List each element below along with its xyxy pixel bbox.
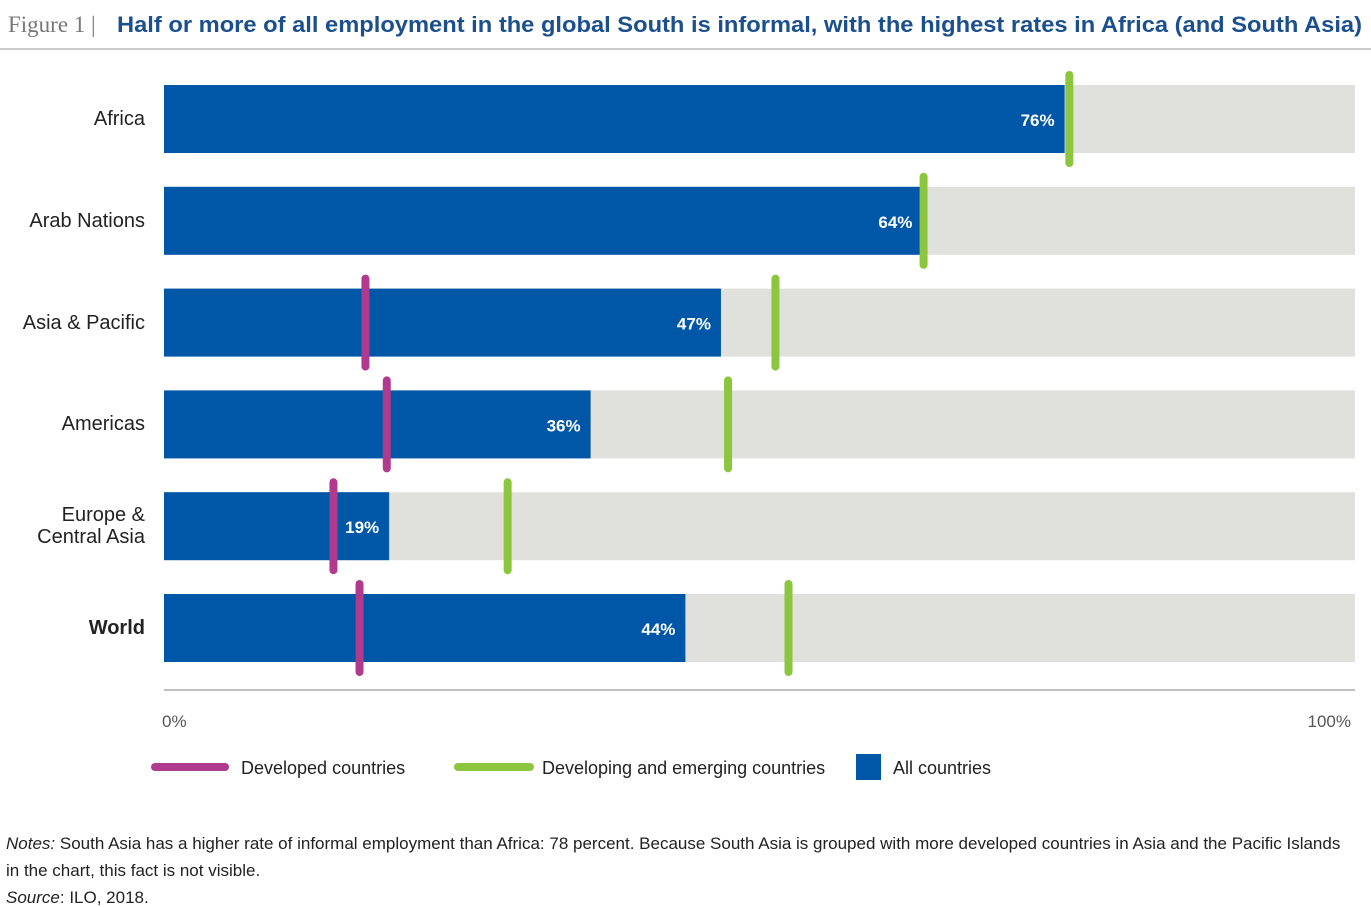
category-label: Europe & Central Asia [37, 504, 145, 549]
value-label: 36% [547, 416, 581, 435]
category-label: Africa [93, 108, 145, 130]
bar [164, 85, 1065, 153]
bar [164, 288, 721, 357]
source-line: Source: ILO, 2018. [6, 884, 1356, 907]
value-label: 44% [641, 620, 675, 639]
category-label: World [88, 617, 145, 639]
chart-title: Half or more of all employment in the gl… [117, 12, 1362, 37]
legend-label: Developing and emerging countries [542, 758, 825, 778]
category-label: Asia & Pacific [22, 311, 145, 334]
notes-line: Notes: South Asia has a higher rate of i… [6, 830, 1356, 884]
value-label: 47% [677, 315, 711, 334]
value-label: 19% [345, 518, 379, 537]
bar [164, 594, 686, 662]
bar [164, 492, 390, 561]
bar [164, 186, 923, 255]
figure-label: Figure 1 | [8, 12, 96, 37]
x-tick-label: 100% [1308, 712, 1351, 731]
legend-label: Developed countries [241, 758, 405, 778]
x-tick-label: 0% [162, 712, 187, 731]
value-label: 64% [878, 213, 912, 232]
category-label: Americas [61, 413, 145, 436]
notes-label: Notes: [6, 834, 56, 853]
notes: Notes: South Asia has a higher rate of i… [6, 830, 1356, 907]
notes-text: South Asia has a higher rate of informal… [6, 834, 1341, 880]
source-text: : ILO, 2018. [59, 888, 149, 907]
legend-label: All countries [893, 758, 991, 778]
legend-swatch [856, 754, 881, 780]
category-label: Arab Nations [29, 209, 145, 232]
source-label: Source [6, 888, 60, 907]
bar [164, 390, 591, 459]
value-label: 76% [1021, 111, 1055, 130]
